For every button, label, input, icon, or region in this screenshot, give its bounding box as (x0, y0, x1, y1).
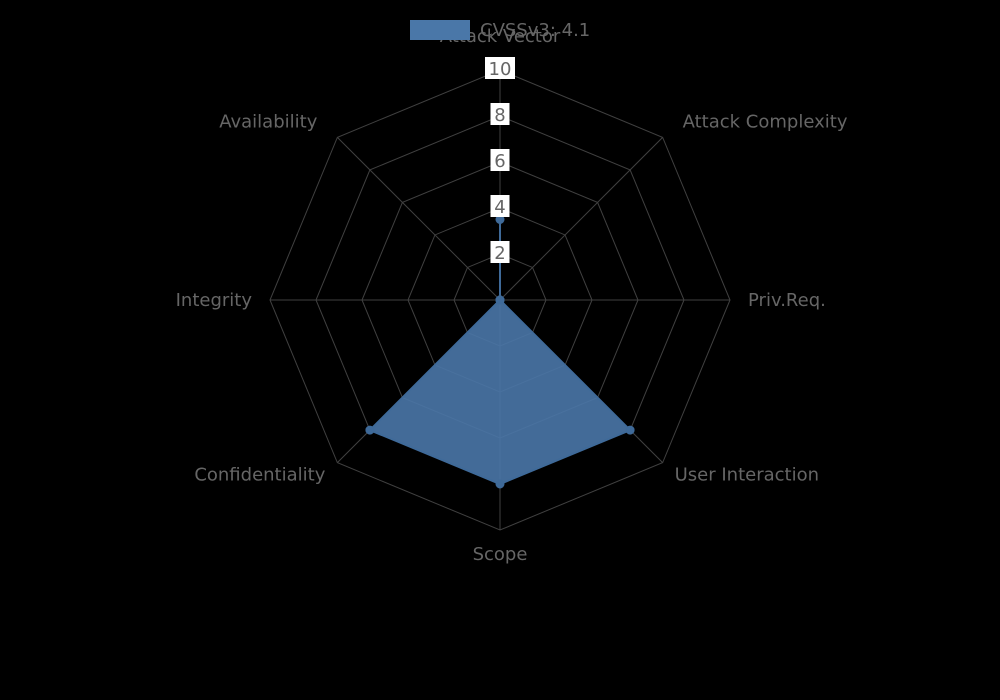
cvss-radar-chart: 246810Attack VectorAttack ComplexityPriv… (0, 0, 1000, 700)
scale-tick-label: 10 (489, 59, 512, 80)
scale-tick-label: 4 (494, 197, 505, 218)
scale-tick-label: 8 (494, 105, 505, 126)
legend-label: CVSSv3: 4.1 (480, 20, 590, 41)
legend: CVSSv3: 4.1 (410, 20, 590, 41)
axis-label: Attack Complexity (683, 111, 848, 132)
axis-labels: Attack VectorAttack ComplexityPriv.Req.U… (176, 26, 848, 565)
axis-label: Availability (219, 111, 317, 132)
legend-swatch (410, 20, 470, 40)
scale-tick-label: 2 (494, 243, 505, 264)
axis-label: User Interaction (675, 465, 819, 486)
axis-label: Confidentiality (194, 465, 325, 486)
axis-label: Scope (473, 544, 528, 565)
axis-label: Priv.Req. (748, 290, 826, 311)
scale-tick-label: 6 (494, 151, 505, 172)
axis-label: Integrity (176, 290, 253, 311)
